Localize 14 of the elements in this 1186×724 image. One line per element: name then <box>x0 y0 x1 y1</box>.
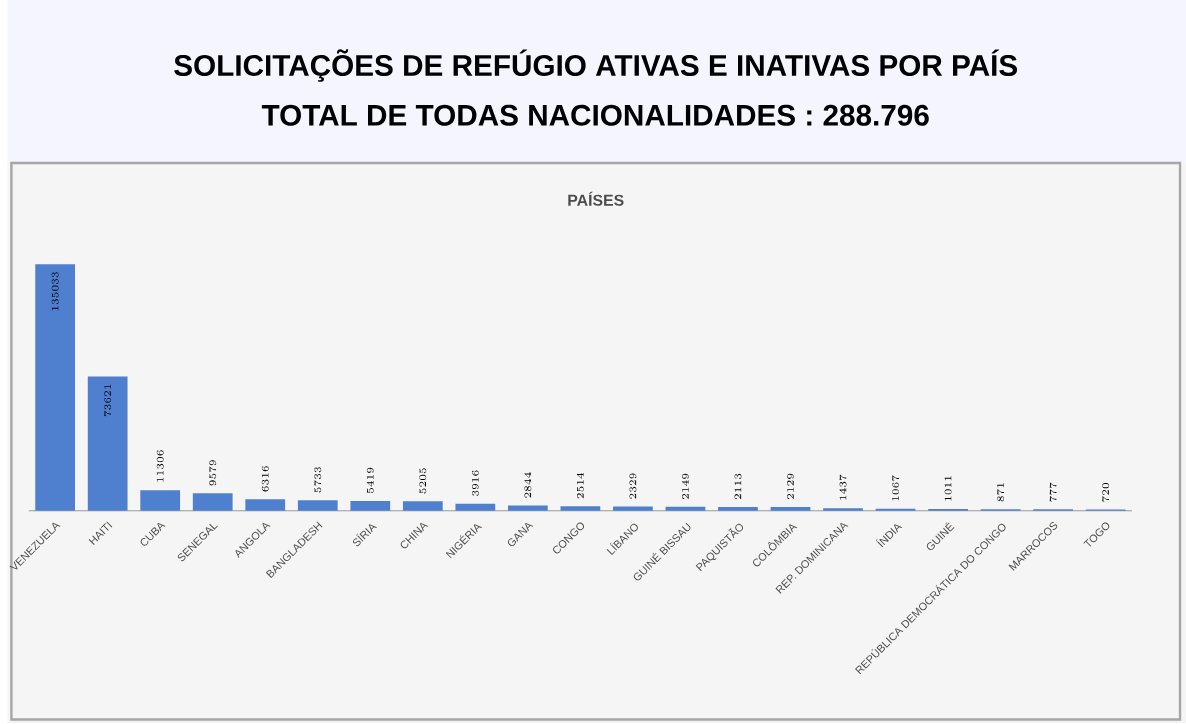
bar <box>350 501 391 512</box>
bar <box>455 503 496 512</box>
chart-title: SOLICITAÇÕES DE REFÚGIO ATIVAS E INATIVAS POR PAÍS <box>174 49 1018 83</box>
bar <box>87 376 128 512</box>
bar <box>402 501 443 512</box>
bar <box>192 493 233 512</box>
bar <box>560 506 601 512</box>
bar <box>245 499 286 512</box>
bar <box>507 505 548 512</box>
chart-subtitle: TOTAL DE TODAS NACIONALIDADES : 288.796 <box>261 105 929 127</box>
bar <box>140 490 181 512</box>
bar <box>297 500 338 512</box>
bar <box>613 506 653 512</box>
bar <box>35 264 76 512</box>
